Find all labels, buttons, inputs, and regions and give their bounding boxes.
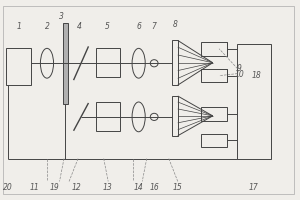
Text: 2: 2 [44,22,50,31]
Bar [62,23,68,104]
Text: 17: 17 [248,183,258,192]
Bar [201,107,227,121]
Bar [237,44,271,159]
Text: 16: 16 [149,183,159,192]
Bar [96,102,120,131]
Bar [201,69,227,82]
Text: 3: 3 [59,12,64,21]
Text: 5: 5 [105,22,110,31]
Text: 14: 14 [134,183,143,192]
Text: 13: 13 [103,183,112,192]
Text: 11: 11 [30,183,39,192]
Bar [172,96,178,136]
Text: 8: 8 [172,20,178,29]
Text: 19: 19 [50,183,59,192]
Text: 20: 20 [3,183,13,192]
Bar [201,42,227,56]
Bar [172,40,178,85]
Bar [201,134,227,147]
Text: 18: 18 [252,71,262,80]
Text: 10: 10 [235,70,244,79]
Text: 15: 15 [173,183,183,192]
Text: 1: 1 [16,22,21,31]
Bar [96,48,120,77]
Text: 4: 4 [76,22,81,31]
Bar [6,48,31,85]
Text: 6: 6 [136,22,141,31]
Text: 9: 9 [237,64,242,73]
Text: 12: 12 [72,183,82,192]
Text: 7: 7 [152,22,157,31]
